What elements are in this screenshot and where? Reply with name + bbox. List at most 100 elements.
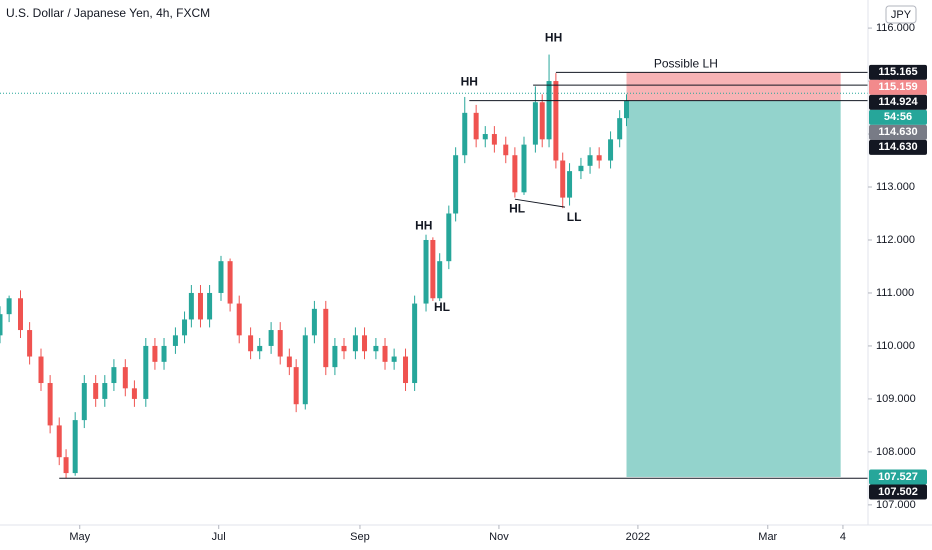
candle-body bbox=[532, 102, 538, 145]
candle-body bbox=[207, 292, 213, 320]
candle-body bbox=[462, 112, 468, 156]
candle-body bbox=[197, 292, 203, 320]
candle-body bbox=[453, 155, 459, 214]
price-label-box bbox=[869, 139, 927, 155]
candle-body bbox=[323, 308, 329, 368]
candle-body bbox=[332, 345, 338, 368]
y-tick-label: 116.000 bbox=[876, 22, 915, 34]
candle-body bbox=[248, 335, 254, 352]
candle-body bbox=[491, 134, 497, 145]
candle-body bbox=[373, 345, 379, 352]
price-label: 107.527 bbox=[878, 471, 918, 483]
candle-body bbox=[38, 356, 44, 384]
candle-body bbox=[362, 335, 368, 352]
candle-body bbox=[423, 239, 429, 304]
candle-body bbox=[18, 298, 24, 331]
annotation: HL bbox=[509, 201, 525, 215]
candle-body bbox=[102, 383, 108, 399]
y-tick-label: 107.000 bbox=[876, 499, 916, 511]
candle-body bbox=[567, 171, 573, 198]
candle-body bbox=[521, 144, 527, 193]
candle-body bbox=[352, 335, 358, 352]
y-tick-label: 111.000 bbox=[876, 287, 914, 299]
price-label: 114.630 bbox=[878, 126, 917, 138]
candle-body bbox=[286, 356, 292, 368]
y-tick-label: 112.000 bbox=[876, 234, 915, 246]
candle-body bbox=[56, 425, 62, 458]
plot-area: HH HH HH HL HL LL Possible LH bbox=[0, 30, 868, 479]
candle-body bbox=[227, 261, 233, 304]
candle-body bbox=[188, 292, 194, 320]
x-tick-label: Jul bbox=[212, 531, 226, 543]
candle-body bbox=[578, 165, 584, 172]
candle-body bbox=[617, 118, 623, 140]
candle-body bbox=[6, 298, 12, 315]
x-tick-label: 4 bbox=[840, 531, 846, 543]
currency-label[interactable]: JPY bbox=[891, 9, 912, 21]
candle-body bbox=[236, 303, 242, 336]
candle-body bbox=[93, 383, 99, 399]
candle-body bbox=[624, 100, 630, 119]
annotation: HH bbox=[545, 30, 562, 44]
target-zone bbox=[626, 100, 841, 477]
price-label: 54:56 bbox=[884, 111, 912, 123]
y-tick-label: 110.000 bbox=[876, 340, 915, 352]
candle-body bbox=[172, 335, 178, 346]
candle-body bbox=[553, 81, 559, 161]
trend-line bbox=[514, 198, 566, 208]
price-label: 115.165 bbox=[878, 66, 917, 78]
price-label: 115.159 bbox=[878, 81, 917, 93]
candle-body bbox=[122, 367, 128, 389]
candle-body bbox=[403, 356, 409, 384]
candle-body bbox=[72, 420, 78, 474]
candle-body bbox=[512, 155, 518, 193]
candle-body bbox=[446, 213, 452, 262]
chart-title: U.S. Dollar / Japanese Yen, 4h, FXCM bbox=[6, 6, 210, 20]
candle-body bbox=[437, 261, 443, 299]
price-label: 107.502 bbox=[878, 486, 918, 498]
candle-body bbox=[341, 345, 347, 352]
candle-body bbox=[218, 261, 224, 293]
candle-body bbox=[47, 383, 53, 426]
price-label-box bbox=[869, 64, 927, 80]
price-label-box bbox=[869, 124, 927, 140]
price-label-box bbox=[869, 94, 927, 110]
candle-body bbox=[111, 367, 117, 384]
annotation: Possible LH bbox=[654, 56, 718, 70]
price-label-box bbox=[869, 484, 927, 500]
price-label: 114.924 bbox=[878, 96, 918, 108]
price-label: 114.630 bbox=[878, 141, 917, 153]
candle-body bbox=[596, 155, 602, 161]
candle-body bbox=[0, 314, 3, 336]
x-tick-label: Mar bbox=[758, 531, 777, 543]
candle-body bbox=[63, 457, 69, 474]
y-tick-label: 113.000 bbox=[876, 181, 915, 193]
stop-zone bbox=[626, 72, 841, 101]
candle-body bbox=[161, 345, 167, 362]
candle-body bbox=[608, 139, 614, 161]
candle-body bbox=[560, 160, 566, 198]
currency-box[interactable] bbox=[885, 5, 917, 24]
y-tick-label: 108.000 bbox=[876, 446, 916, 458]
candle-body bbox=[302, 335, 308, 405]
annotation: HH bbox=[461, 74, 478, 88]
candle-body bbox=[539, 102, 545, 140]
candle-body bbox=[382, 345, 388, 362]
candle-body bbox=[131, 388, 137, 399]
candle-body bbox=[27, 330, 33, 357]
candle-body bbox=[293, 367, 299, 405]
price-label-box bbox=[869, 109, 927, 125]
candle-body bbox=[587, 155, 593, 166]
candle-body bbox=[546, 81, 552, 140]
annotation: HH bbox=[415, 218, 432, 232]
candle-body bbox=[391, 356, 397, 362]
candle-body bbox=[277, 330, 283, 357]
y-tick-label: 109.000 bbox=[876, 393, 916, 405]
candle-body bbox=[143, 345, 149, 399]
candle-body bbox=[503, 144, 509, 156]
x-tick-label: Nov bbox=[489, 531, 509, 543]
candle-body bbox=[182, 319, 188, 336]
x-tick-label: 2022 bbox=[626, 531, 650, 543]
candle-body bbox=[257, 345, 263, 352]
